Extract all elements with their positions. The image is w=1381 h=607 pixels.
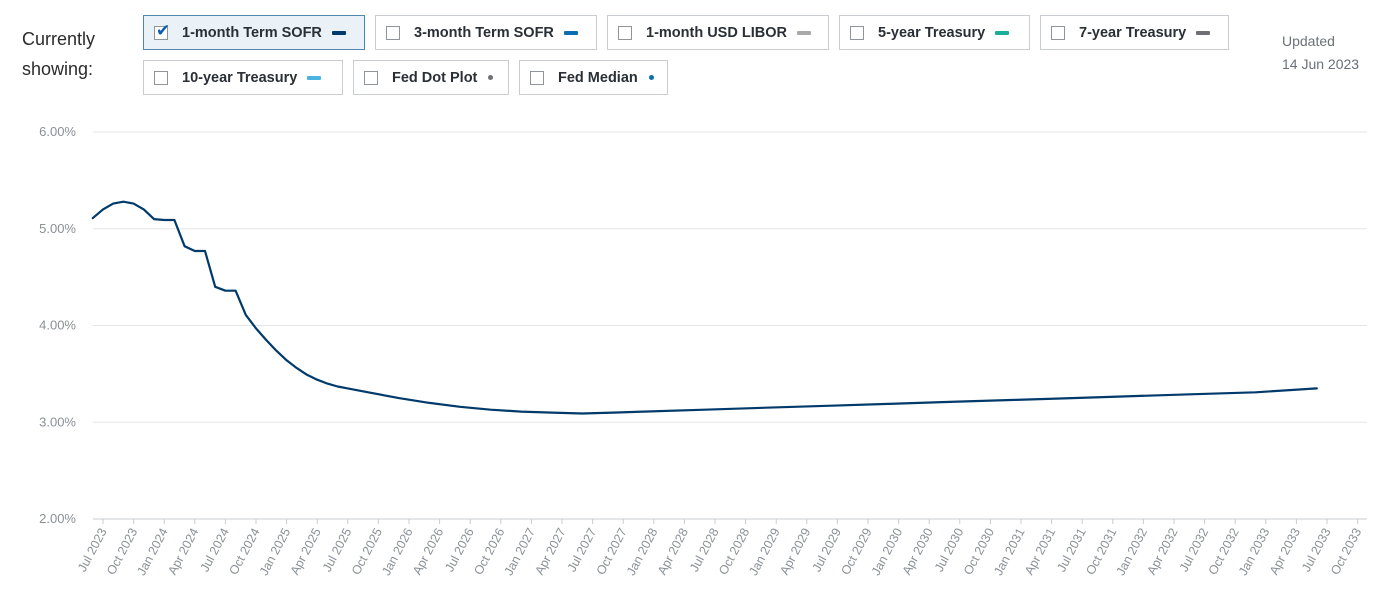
x-tick-label: Apr 2024 <box>165 526 201 577</box>
checkbox[interactable] <box>850 25 864 40</box>
checkbox[interactable] <box>618 25 632 40</box>
series-color-swatch <box>1196 30 1211 35</box>
x-tick-label: Apr 2029 <box>777 526 813 577</box>
filter-1-month-term-sofr[interactable]: ✔ 1-month Term SOFR <box>143 15 365 50</box>
filter-fed-median[interactable]: Fed Median <box>519 60 668 95</box>
filter-label: Fed Median <box>558 69 638 86</box>
x-tick-label: Jul 2023 <box>75 526 110 574</box>
checkbox[interactable] <box>386 25 400 40</box>
checkmark-icon: ✔ <box>156 20 171 40</box>
x-tick-label: Jul 2031 <box>1054 526 1089 574</box>
y-tick-label: 2.00% <box>39 511 76 526</box>
x-tick-label: Jul 2027 <box>565 526 600 574</box>
currently-showing-line1: Currently <box>22 29 96 49</box>
filter-3-month-term-sofr[interactable]: 3-month Term SOFR <box>375 15 597 50</box>
x-tick-label: Jul 2033 <box>1299 526 1334 574</box>
filter-5-year-treasury[interactable]: 5-year Treasury <box>839 15 1030 50</box>
y-tick-label: 3.00% <box>39 414 76 429</box>
filter-label: 3-month Term SOFR <box>414 24 554 41</box>
x-tick-label: Jul 2026 <box>442 526 477 574</box>
series-color-swatch <box>307 75 322 80</box>
currently-showing-label: Currently showing: <box>22 24 95 84</box>
series-color-swatch <box>796 30 811 35</box>
series-color-swatch <box>995 30 1010 35</box>
y-tick-label: 6.00% <box>39 124 76 139</box>
checkbox[interactable] <box>1051 25 1065 40</box>
x-tick-label: Apr 2032 <box>1144 526 1180 577</box>
filter-fed-dot-plot[interactable]: Fed Dot Plot <box>353 60 509 95</box>
filter-label: 7-year Treasury <box>1079 24 1187 41</box>
checkbox[interactable] <box>530 70 544 85</box>
updated-date: 14 Jun 2023 <box>1282 56 1360 72</box>
checkbox[interactable] <box>154 70 168 85</box>
x-tick-label: Apr 2026 <box>410 526 446 577</box>
series-line-1-month-term-sofr <box>91 200 1318 415</box>
checkbox[interactable]: ✔ <box>154 22 170 40</box>
x-tick-label: Jul 2028 <box>687 526 722 574</box>
filter-10-year-treasury[interactable]: 10-year Treasury <box>143 60 343 95</box>
x-tick-label: Oct 2033 <box>1328 526 1364 577</box>
currently-showing-line2: showing: <box>22 59 94 79</box>
filter-label: 1-month USD LIBOR <box>646 24 787 41</box>
x-tick-label: Apr 2030 <box>900 526 936 577</box>
x-tick-label: Jul 2030 <box>932 526 967 574</box>
x-tick-label: Apr 2033 <box>1267 526 1303 577</box>
y-tick-label: 5.00% <box>39 221 76 236</box>
filter-7-year-treasury[interactable]: 7-year Treasury <box>1040 15 1229 50</box>
filter-label: 10-year Treasury <box>182 69 298 86</box>
updated-info: Updated 14 Jun 2023 <box>1282 30 1359 76</box>
filter-label: 1-month Term SOFR <box>182 24 322 41</box>
series-color-swatch <box>563 30 578 35</box>
x-tick-label: Jul 2029 <box>809 526 844 574</box>
filter-label: 5-year Treasury <box>878 24 986 41</box>
x-tick-label: Apr 2028 <box>655 526 691 577</box>
filter-1-month-usd-libor[interactable]: 1-month USD LIBOR <box>607 15 829 50</box>
series-color-swatch <box>648 75 654 80</box>
x-tick-label: Apr 2031 <box>1022 526 1058 577</box>
checkbox[interactable] <box>364 70 378 85</box>
x-tick-label: Apr 2025 <box>288 526 324 577</box>
filter-label: Fed Dot Plot <box>392 69 478 86</box>
x-tick-label: Jul 2025 <box>320 526 355 574</box>
updated-label: Updated <box>1282 33 1335 49</box>
x-tick-label: Jul 2024 <box>197 526 232 574</box>
series-color-swatch <box>331 30 346 35</box>
series-color-swatch <box>488 75 494 80</box>
y-tick-label: 4.00% <box>39 318 76 333</box>
x-tick-label: Jul 2032 <box>1177 526 1212 574</box>
x-tick-label: Apr 2027 <box>532 526 568 577</box>
